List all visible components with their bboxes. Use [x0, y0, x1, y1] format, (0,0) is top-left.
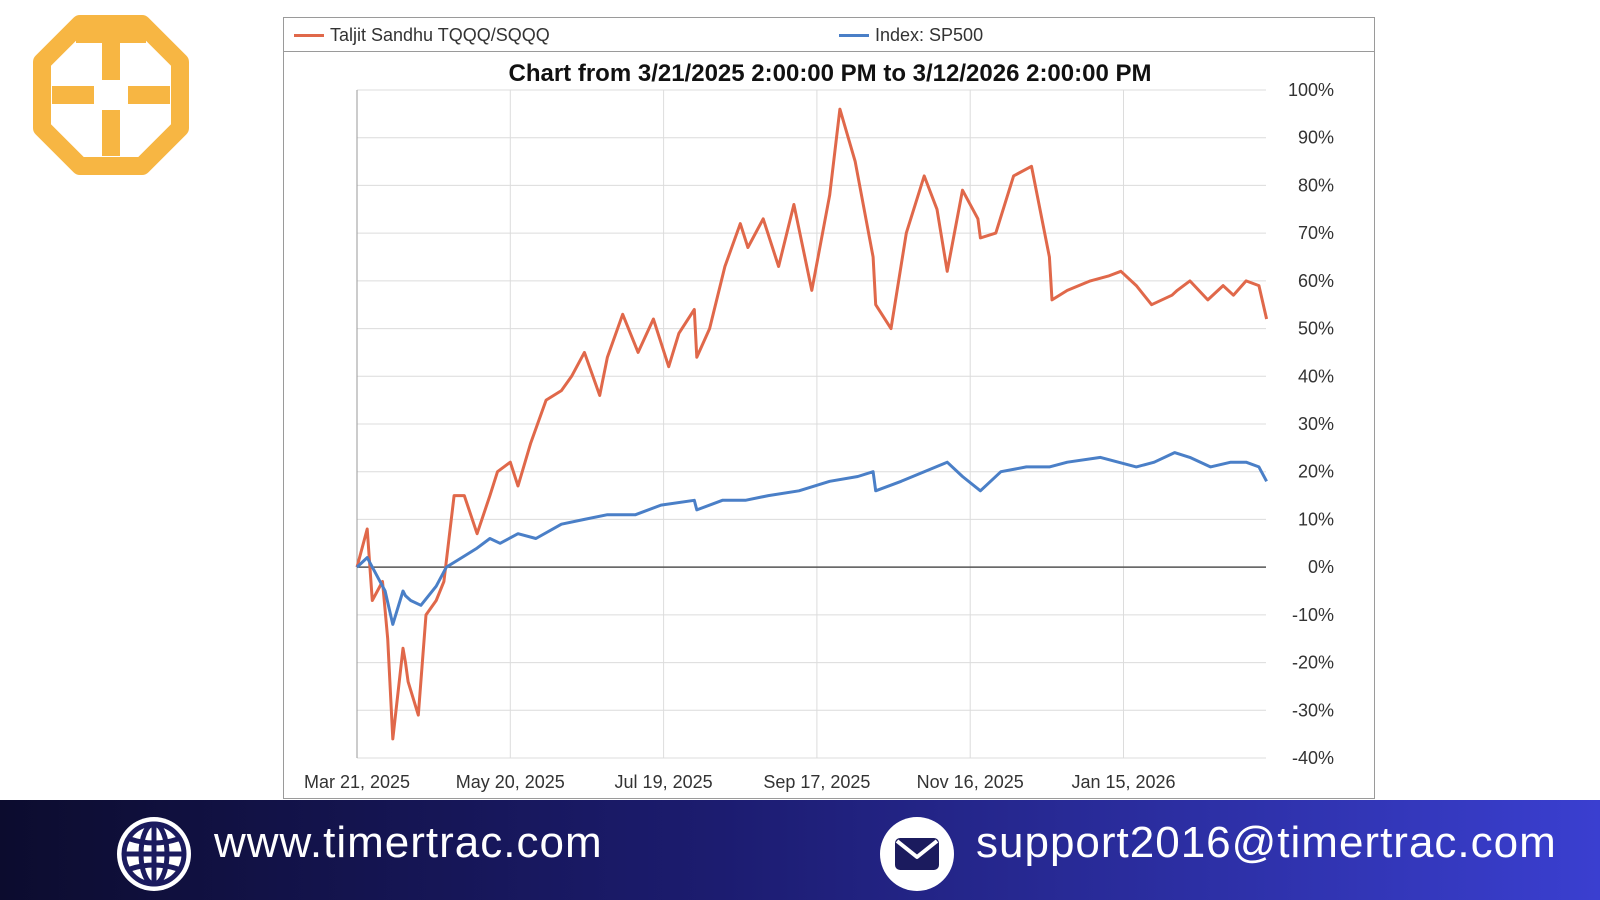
chart-legend: Taljit Sandhu TQQQ/SQQQ Index: SP500	[284, 18, 1374, 52]
legend-swatch-strategy	[294, 34, 324, 37]
globe-icon	[117, 817, 191, 891]
y-tick-label: 90%	[1298, 128, 1334, 148]
logo-center	[101, 85, 121, 105]
y-tick-label: 20%	[1298, 462, 1334, 482]
series-line-index	[355, 451, 1268, 626]
legend-swatch-index	[839, 34, 869, 37]
y-tick-label: 50%	[1298, 319, 1334, 339]
y-tick-label: -10%	[1292, 605, 1334, 625]
y-tick-label: 10%	[1298, 509, 1334, 529]
x-tick-label: May 20, 2025	[456, 772, 565, 792]
logo-mark	[33, 15, 189, 175]
footer-bar: www.timertrac.com support2016@timertrac.…	[0, 800, 1600, 900]
legend-label-strategy: Taljit Sandhu TQQQ/SQQQ	[330, 25, 550, 45]
y-tick-label: 60%	[1298, 271, 1334, 291]
email-link[interactable]: support2016@timertrac.com	[976, 818, 1557, 867]
x-tick-label: Mar 21, 2025	[304, 772, 410, 792]
legend-label-index: Index: SP500	[875, 25, 984, 45]
y-tick-label: 30%	[1298, 414, 1334, 434]
y-tick-label: -20%	[1292, 653, 1334, 673]
y-tick-label: 100%	[1288, 80, 1334, 100]
y-tick-label: -40%	[1292, 748, 1334, 768]
timertrac-logo-icon	[30, 14, 192, 176]
chart-plot: 100% 90% 80% 70% 60% 50% 40% 30% 20% 10% 0% -10% -20…	[304, 80, 1334, 792]
website-link[interactable]: www.timertrac.com	[214, 818, 603, 867]
y-tick-label: 0%	[1308, 557, 1334, 577]
x-tick-label: Jan 15, 2026	[1071, 772, 1175, 792]
series-line-strategy	[355, 107, 1269, 741]
y-tick-label: 70%	[1298, 223, 1334, 243]
chart-frame: 100% 90% 80% 70% 60% 50% 40% 30% 20% 10% 0% -10% -20…	[283, 17, 1375, 799]
y-tick-label: -30%	[1292, 700, 1334, 720]
y-tick-label: 40%	[1298, 366, 1334, 386]
envelope-icon	[880, 817, 954, 891]
x-tick-label: Sep 17, 2025	[763, 772, 870, 792]
legend-item-strategy: Taljit Sandhu TQQQ/SQQQ	[294, 25, 550, 46]
x-tick-label: Jul 19, 2025	[615, 772, 713, 792]
legend-item-index: Index: SP500	[839, 25, 983, 46]
chart-title: Chart from 3/21/2025 2:00:00 PM to 3/12/…	[508, 60, 1152, 87]
x-tick-label: Nov 16, 2025	[917, 772, 1024, 792]
y-tick-label: 80%	[1298, 175, 1334, 195]
